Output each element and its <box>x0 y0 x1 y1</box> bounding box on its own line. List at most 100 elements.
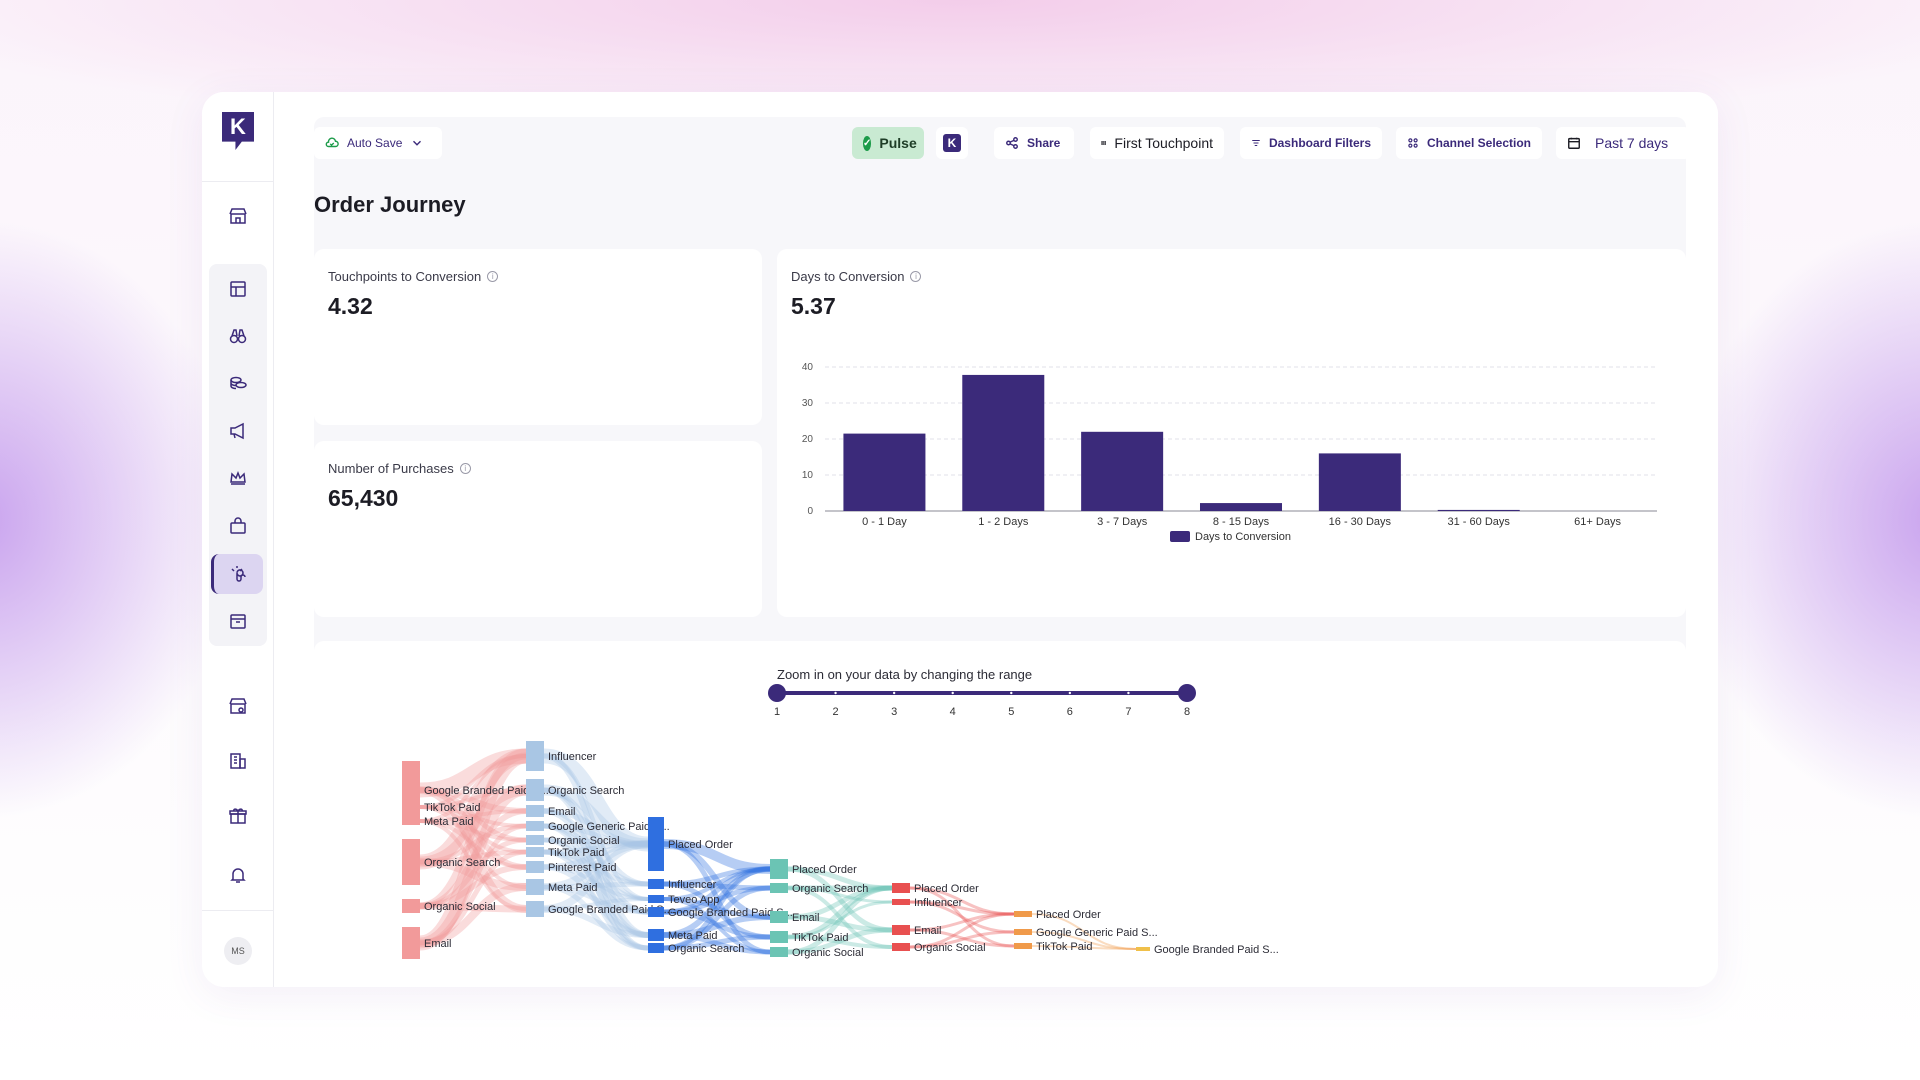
sankey-flow <box>543 864 649 938</box>
sankey-flow <box>787 866 893 933</box>
channel-selection-button[interactable]: Channel Selection <box>1396 127 1542 159</box>
days-label-row: Days to Conversion i <box>791 269 922 284</box>
sankey-flow <box>419 784 527 949</box>
info-icon[interactable]: i <box>910 271 922 282</box>
slider-handle-start[interactable] <box>768 684 786 702</box>
slider-tick-label: 4 <box>950 706 956 718</box>
sidebar-item-archive[interactable] <box>216 601 260 641</box>
sankey-flow <box>543 884 649 915</box>
sidebar-item-order-journey[interactable] <box>211 554 263 594</box>
sankey-flow <box>419 837 527 909</box>
sankey-node <box>1136 947 1150 951</box>
sidebar-item-insights[interactable] <box>216 316 260 356</box>
sankey-flow <box>787 935 893 949</box>
info-icon[interactable]: i <box>487 271 499 282</box>
range-slider[interactable]: 1 2 3 4 5 6 7 8 <box>764 681 1224 731</box>
slider-tick-label: 5 <box>1008 706 1014 718</box>
y-tick-label: 0 <box>807 506 813 517</box>
slider-handle-end[interactable] <box>1178 684 1196 702</box>
cloud-check-icon <box>325 137 339 148</box>
sankey-flow <box>543 849 649 887</box>
sankey-node <box>770 883 788 893</box>
days-bar-chart: 0 10 20 30 40 0 - 1 Day 1 - 2 Days 3 - 7 Days 8 … <box>802 362 1657 543</box>
sidebar-item-store[interactable] <box>216 196 260 236</box>
sidebar-item-notifications[interactable] <box>216 855 260 895</box>
share-icon <box>1006 137 1018 149</box>
sankey-node <box>892 883 910 893</box>
sankey-node <box>648 943 664 953</box>
sidebar-item-organization[interactable] <box>216 741 260 781</box>
k-app-button[interactable]: K <box>936 127 968 159</box>
coins-icon <box>230 376 247 390</box>
sankey-node-label: Organic Search <box>548 785 624 797</box>
sankey-flow <box>909 886 1015 916</box>
sankey-node-label: Google Generic Paid S... <box>548 821 670 833</box>
days-label: Days to Conversion <box>791 269 905 284</box>
pulse-button[interactable]: ✓ Pulse <box>852 127 924 159</box>
sankey-node-label: Meta Paid <box>424 816 474 828</box>
order-journey-sankey-card: Zoom in on your data by changing the ran… <box>314 641 1686 987</box>
shopping-bag-icon <box>230 517 246 534</box>
slider-tick-label: 7 <box>1125 706 1131 718</box>
sankey-node-label: Meta Paid <box>668 930 718 942</box>
share-button[interactable]: Share <box>994 127 1074 159</box>
sankey-flow <box>419 787 527 843</box>
sankey-flow <box>543 787 649 915</box>
bar <box>843 433 926 511</box>
x-tick-label: 31 - 60 Days <box>1448 516 1511 528</box>
slider-tick-label: 3 <box>891 706 897 718</box>
sankey-flow <box>663 841 771 920</box>
sidebar-item-store-settings[interactable] <box>216 686 260 726</box>
sankey-node-label: TikTok Paid <box>792 932 848 944</box>
sankey-flow <box>787 885 893 955</box>
sankey-node <box>526 805 544 817</box>
sankey-flow <box>543 849 649 915</box>
auto-save-dropdown[interactable]: Auto Save <box>314 127 442 159</box>
store-settings-icon <box>229 698 247 714</box>
sidebar-item-gifts[interactable] <box>216 796 260 836</box>
sankey-flow <box>1031 931 1137 950</box>
avatar[interactable]: MS <box>224 937 252 965</box>
sankey-flow <box>543 837 649 938</box>
sankey-node-label: Influencer <box>548 751 597 763</box>
sidebar-item-revenue[interactable] <box>216 363 260 403</box>
sankey-node <box>402 839 420 885</box>
y-tick-label: 10 <box>802 470 814 481</box>
sankey-flow <box>787 914 893 933</box>
share-label: Share <box>1027 136 1061 150</box>
touchpoints-label: Touchpoints to Conversion <box>328 269 482 284</box>
sidebar-item-top[interactable] <box>216 459 260 499</box>
dashboard-filters-button[interactable]: Dashboard Filters <box>1240 127 1382 159</box>
sidebar-item-campaigns[interactable] <box>216 411 260 451</box>
sankey-flow <box>418 748 528 951</box>
sankey-node-label: Google Branded Paid S... <box>668 907 793 919</box>
sankey-flow <box>543 840 649 891</box>
days-to-conversion-card: Days to Conversion i 5.37 0 10 20 30 40 0 - 1… <box>777 249 1686 617</box>
sankey-flow <box>787 885 893 940</box>
first-touchpoint-label: First Touchpoint <box>1114 135 1213 151</box>
first-touchpoint-button[interactable]: First Touchpoint <box>1090 127 1224 159</box>
sankey-node <box>1014 911 1032 917</box>
sidebar-item-products[interactable] <box>216 506 260 546</box>
bar <box>1437 509 1520 511</box>
sankey-flow <box>909 928 1015 948</box>
sankey-flow <box>419 787 527 814</box>
sankey-flow <box>543 823 649 951</box>
slider-tick-mark <box>834 691 837 695</box>
info-icon[interactable]: i <box>459 463 471 474</box>
date-range-picker[interactable]: Past 7 days <box>1556 127 1690 159</box>
sankey-node <box>402 817 420 825</box>
sankey-node-label: Organic Search <box>424 857 500 869</box>
sankey-node-label: Organic Search <box>792 883 868 895</box>
sankey-node-label: TikTok Paid <box>1036 941 1092 953</box>
sankey-flow <box>663 881 771 940</box>
sankey-node-label: Email <box>792 912 820 924</box>
sankey-flow <box>419 864 527 909</box>
brand-logo[interactable]: K <box>222 112 254 150</box>
slider-tick-label: 1 <box>774 706 780 718</box>
sankey-flow <box>419 754 527 809</box>
purchases-value: 65,430 <box>328 485 399 511</box>
y-tick-label: 30 <box>802 398 814 409</box>
sankey-flow <box>419 808 527 909</box>
sidebar-item-dashboard[interactable] <box>216 269 260 309</box>
